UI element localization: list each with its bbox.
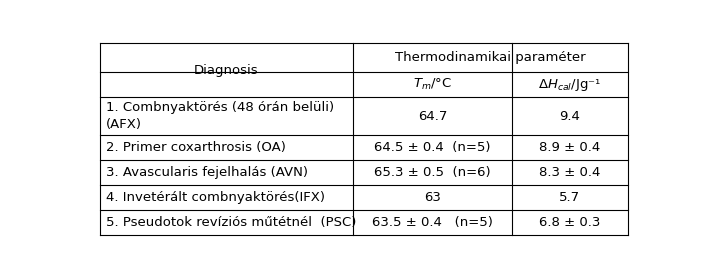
Text: 5. Pseudotok revíziós műtétnél  (PSC): 5. Pseudotok revíziós műtétnél (PSC) xyxy=(106,216,356,229)
Text: 8.3 ± 0.4: 8.3 ± 0.4 xyxy=(539,166,601,179)
Text: 4. Invetérált combnyaktörés(IFX): 4. Invetérált combnyaktörés(IFX) xyxy=(106,191,325,204)
Text: 8.9 ± 0.4: 8.9 ± 0.4 xyxy=(540,141,601,154)
Text: Diagnosis: Diagnosis xyxy=(195,64,259,77)
Text: 3. Avascularis fejelhalás (AVN): 3. Avascularis fejelhalás (AVN) xyxy=(106,166,308,179)
Text: 63.5 ± 0.4   (n=5): 63.5 ± 0.4 (n=5) xyxy=(372,216,493,229)
Text: 64.5 ± 0.4  (n=5): 64.5 ± 0.4 (n=5) xyxy=(374,141,491,154)
Text: 1. Combnyaktörés (48 órán belüli)
(AFX): 1. Combnyaktörés (48 órán belüli) (AFX) xyxy=(106,101,334,131)
Text: 5.7: 5.7 xyxy=(559,191,581,204)
Text: $\Delta H_{cal}$/Jg⁻¹: $\Delta H_{cal}$/Jg⁻¹ xyxy=(538,77,601,93)
Text: $T_m$/°C: $T_m$/°C xyxy=(413,77,452,92)
Text: 64.7: 64.7 xyxy=(418,110,447,123)
Text: Thermodinamikai paraméter: Thermodinamikai paraméter xyxy=(395,51,586,64)
Text: 6.8 ± 0.3: 6.8 ± 0.3 xyxy=(539,216,601,229)
Text: 9.4: 9.4 xyxy=(559,110,580,123)
Text: 63: 63 xyxy=(424,191,441,204)
Text: 65.3 ± 0.5  (n=6): 65.3 ± 0.5 (n=6) xyxy=(374,166,491,179)
Text: 2. Primer coxarthrosis (OA): 2. Primer coxarthrosis (OA) xyxy=(106,141,286,154)
